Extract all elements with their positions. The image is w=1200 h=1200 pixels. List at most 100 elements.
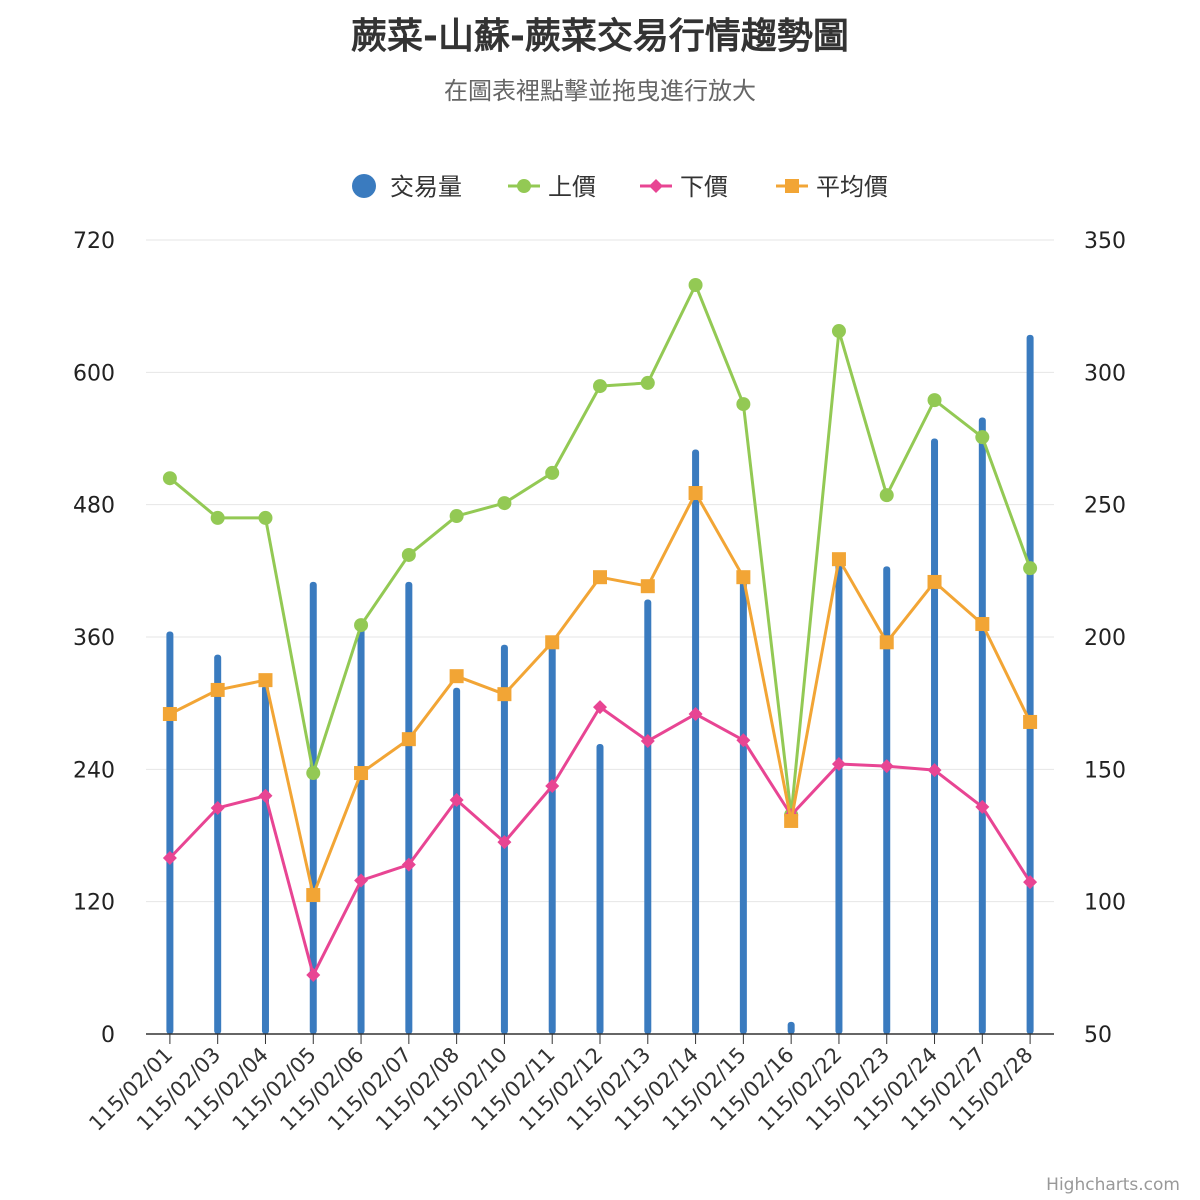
data-point bbox=[927, 763, 942, 778]
legend-item[interactable]: 上價 bbox=[508, 173, 596, 201]
data-point bbox=[401, 857, 416, 872]
data-point bbox=[306, 766, 321, 781]
data-point bbox=[688, 277, 703, 292]
data-point bbox=[927, 393, 942, 408]
column-bar bbox=[405, 581, 413, 1034]
y-right-tick-label: 350 bbox=[1084, 229, 1126, 254]
column-bar bbox=[453, 687, 461, 1034]
data-point bbox=[210, 682, 225, 697]
column-bar bbox=[214, 654, 222, 1034]
data-point bbox=[497, 687, 512, 702]
series-circle bbox=[162, 277, 1038, 822]
y-left-tick-label: 360 bbox=[73, 626, 115, 651]
data-point bbox=[258, 510, 273, 525]
data-point bbox=[927, 574, 942, 589]
legend-label: 下價 bbox=[680, 173, 728, 201]
legend-label: 上價 bbox=[548, 173, 596, 201]
data-point bbox=[258, 788, 273, 803]
y-right-tick-label: 200 bbox=[1084, 626, 1126, 651]
column-bar bbox=[644, 599, 652, 1034]
column-series bbox=[166, 334, 1034, 1035]
grid bbox=[146, 239, 1054, 903]
data-point bbox=[258, 673, 273, 688]
y-left-tick-label: 600 bbox=[73, 361, 115, 386]
data-point bbox=[162, 707, 177, 722]
data-point bbox=[1023, 714, 1038, 729]
column-bar bbox=[692, 449, 700, 1034]
data-point bbox=[449, 669, 464, 684]
credits-link[interactable]: Highcharts.com bbox=[1046, 1175, 1180, 1195]
data-point bbox=[497, 835, 512, 850]
data-point bbox=[545, 779, 560, 794]
chart-subtitle: 在圖表裡點擊並拖曳進行放大 bbox=[444, 77, 756, 105]
y-left-tick-label: 720 bbox=[73, 229, 115, 254]
data-point bbox=[640, 579, 655, 594]
column-bar bbox=[261, 685, 269, 1034]
legend-item[interactable]: 平均價 bbox=[776, 173, 888, 201]
data-point bbox=[736, 397, 751, 412]
column-bar bbox=[309, 581, 317, 1034]
data-point bbox=[975, 617, 990, 632]
y-right-tick-label: 100 bbox=[1084, 891, 1126, 916]
data-point bbox=[831, 757, 846, 772]
legend-label: 交易量 bbox=[390, 173, 462, 201]
chart-title: 蕨菜-山蘇-蕨菜交易行情趨勢圖 bbox=[351, 15, 849, 57]
legend-item[interactable]: 交易量 bbox=[352, 173, 462, 201]
column-bar bbox=[166, 631, 174, 1034]
data-point bbox=[306, 888, 321, 903]
data-point bbox=[593, 379, 607, 394]
column-bar bbox=[978, 417, 986, 1034]
data-point bbox=[354, 766, 369, 781]
legend[interactable]: 交易量 上價 下價 平均價 bbox=[352, 173, 888, 201]
data-point bbox=[162, 471, 177, 486]
y-right-tick-label: 300 bbox=[1084, 361, 1126, 386]
legend-circle-icon bbox=[517, 179, 531, 193]
y-left-tick-label: 120 bbox=[73, 891, 115, 916]
data-point bbox=[593, 700, 607, 715]
series-square bbox=[162, 486, 1038, 903]
y-right-tick-label: 250 bbox=[1084, 494, 1126, 519]
legend-circle-icon bbox=[352, 174, 376, 198]
data-point bbox=[640, 734, 655, 749]
y-right-tick-label: 150 bbox=[1084, 758, 1126, 783]
data-point bbox=[210, 800, 225, 815]
data-point bbox=[354, 618, 369, 633]
legend-item[interactable]: 下價 bbox=[640, 173, 728, 201]
data-point bbox=[545, 635, 560, 650]
column-bar bbox=[596, 743, 604, 1034]
data-point bbox=[975, 430, 990, 445]
y-left-tick-label: 0 bbox=[101, 1023, 115, 1048]
column-bar bbox=[1026, 334, 1034, 1035]
data-point bbox=[162, 850, 177, 865]
y-left-tick-label: 240 bbox=[73, 758, 115, 783]
data-point bbox=[879, 635, 894, 650]
data-point bbox=[354, 873, 369, 888]
series-diamond bbox=[162, 700, 1038, 982]
column-bar bbox=[883, 566, 891, 1034]
data-point bbox=[975, 799, 990, 814]
data-point bbox=[1023, 875, 1038, 890]
series-line bbox=[168, 283, 1032, 817]
y-right-tick-label: 50 bbox=[1084, 1023, 1112, 1048]
data-point bbox=[401, 547, 416, 562]
data-point bbox=[736, 733, 751, 748]
data-point bbox=[831, 552, 846, 567]
data-point bbox=[593, 570, 607, 585]
data-point bbox=[210, 510, 225, 525]
column-bar bbox=[739, 575, 747, 1034]
column-bar bbox=[548, 640, 556, 1034]
data-point bbox=[449, 509, 464, 524]
legend-square-icon bbox=[785, 179, 799, 193]
data-point bbox=[688, 486, 703, 501]
data-point bbox=[736, 570, 751, 585]
data-point bbox=[545, 465, 560, 480]
data-point bbox=[1023, 561, 1038, 576]
data-point bbox=[688, 707, 703, 722]
y-left-tick-label: 480 bbox=[73, 494, 115, 519]
legend-label: 平均價 bbox=[816, 173, 888, 201]
column-bar bbox=[835, 559, 843, 1034]
column-bar bbox=[787, 1021, 795, 1034]
data-point bbox=[831, 324, 846, 339]
data-point bbox=[449, 793, 464, 808]
